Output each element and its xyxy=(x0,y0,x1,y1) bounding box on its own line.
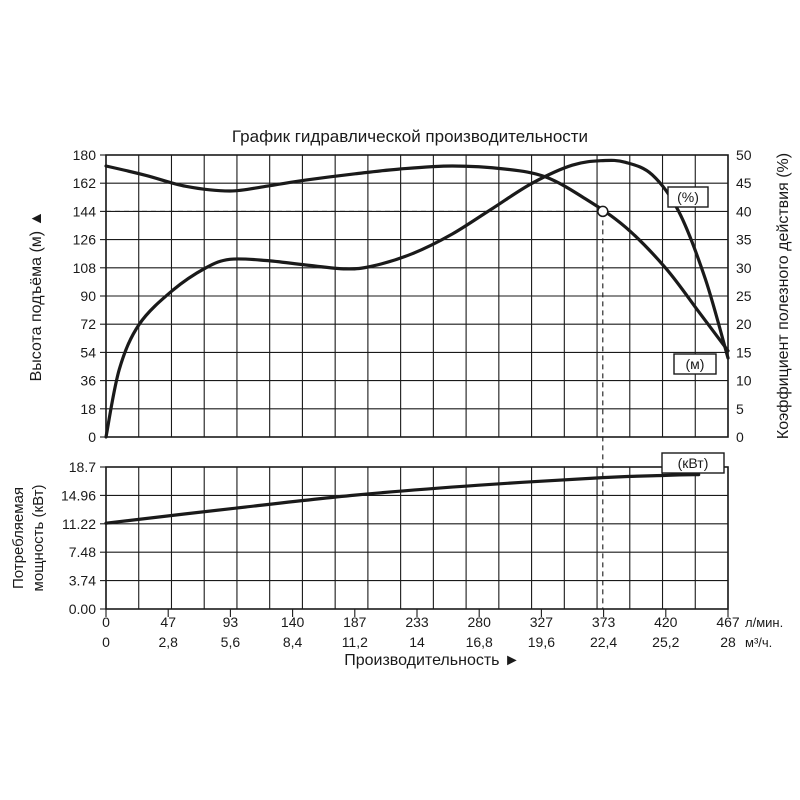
y-left-tick-label: 180 xyxy=(73,147,97,163)
efficiency-curve xyxy=(104,158,730,439)
y-lower-axis-label-line2: мощность (кВт) xyxy=(30,485,47,592)
y-right-axis-label: Коэффициент полезного действия (%) xyxy=(775,153,792,439)
y-right-tick-label: 45 xyxy=(736,175,752,191)
chart-title: График гидравлической производительности xyxy=(232,127,588,146)
y-lower-tick-label: 18.7 xyxy=(69,459,96,475)
y-right-tick-label: 20 xyxy=(736,316,752,332)
head-series-label: (м) xyxy=(686,356,705,372)
efficiency-series-label-box xyxy=(667,186,709,208)
y-left-tick-label: 0 xyxy=(88,429,96,445)
head-curve xyxy=(104,164,730,353)
x-tick-label-lmin: 47 xyxy=(160,614,176,630)
x-tick-label-m3h: 28 xyxy=(720,634,736,650)
axis-labels: (%) (м) (кВт) Высота подъёма (м) ▲ Коэффицие… xyxy=(10,153,792,669)
x-tick-label-lmin: 0 xyxy=(102,614,110,630)
x-tick-label-lmin: 187 xyxy=(343,614,367,630)
y-right-tick-label: 15 xyxy=(736,344,752,360)
y-lower-tick-label: 11.22 xyxy=(62,516,96,532)
x-tick-label-lmin: 467 xyxy=(716,614,740,630)
y-lower-tick-label: 0.00 xyxy=(69,601,96,617)
x-tick-label-m3h: 8,4 xyxy=(283,634,303,650)
y-right-tick-label: 40 xyxy=(736,203,752,219)
y-lower-tick-label: 14.96 xyxy=(61,487,96,503)
y-lower-tick-label: 7.48 xyxy=(69,544,96,560)
y-left-tick-label: 108 xyxy=(73,260,97,276)
y-right-tick-label: 50 xyxy=(736,147,752,163)
x-tick-label-m3h: 0 xyxy=(102,634,110,650)
y-right-tick-label: 25 xyxy=(736,288,752,304)
y-right-tick-label: 35 xyxy=(736,232,752,248)
y-left-tick-label: 54 xyxy=(80,344,96,360)
grid xyxy=(105,154,729,617)
y-left-tick-label: 126 xyxy=(73,232,97,248)
power-curve xyxy=(104,473,701,525)
x-tick-label-m3h: 5,6 xyxy=(221,634,241,650)
x-tick-label-m3h: 22,4 xyxy=(590,634,617,650)
data-curves xyxy=(104,158,730,609)
efficiency-series-label: (%) xyxy=(677,189,699,205)
y-lower-tick-label: 3.74 xyxy=(69,573,96,589)
x-tick-label-lmin: 373 xyxy=(592,614,616,630)
x-tick-label-lmin: 233 xyxy=(405,614,429,630)
y-left-tick-label: 162 xyxy=(73,175,97,191)
x-tick-label-lmin: 327 xyxy=(530,614,554,630)
power-series-label-box xyxy=(661,452,725,474)
power-series-label: (кВт) xyxy=(678,455,709,471)
x-unit-lmin: л/мин. xyxy=(745,615,783,630)
head-series-label-box xyxy=(673,353,717,375)
y-left-axis-label: Высота подъёма (м) ▲ xyxy=(28,211,45,382)
y-left-tick-label: 144 xyxy=(73,203,97,219)
y-left-tick-label: 90 xyxy=(80,288,96,304)
x-unit-m3h: м³/ч. xyxy=(745,635,772,650)
tick-labels: 0 18 36 54 72 90 108 126 144 162 180 0 5 10 15 20 25 30 35… xyxy=(61,147,783,650)
x-tick-label-m3h: 2,8 xyxy=(158,634,178,650)
x-tick-label-m3h: 19,6 xyxy=(528,634,555,650)
y-lower-axis-label-line1: Потребляемая xyxy=(10,487,27,589)
y-left-tick-label: 72 xyxy=(80,316,96,332)
x-tick-label-lmin: 140 xyxy=(281,614,305,630)
y-right-tick-label: 0 xyxy=(736,429,744,445)
y-right-tick-label: 10 xyxy=(736,373,752,389)
x-tick-label-m3h: 16,8 xyxy=(466,634,493,650)
y-left-tick-label: 36 xyxy=(80,373,96,389)
x-tick-label-m3h: 14 xyxy=(409,634,425,650)
y-right-tick-label: 30 xyxy=(736,260,752,276)
x-tick-label-lmin: 420 xyxy=(654,614,678,630)
x-tick-label-lmin: 93 xyxy=(223,614,239,630)
x-axis-label: Производительность ► xyxy=(344,652,520,669)
x-tick-label-lmin: 280 xyxy=(468,614,492,630)
x-tick-label-m3h: 25,2 xyxy=(652,634,679,650)
operating-point-marker xyxy=(597,205,609,218)
x-tick-label-m3h: 11,2 xyxy=(342,634,368,650)
y-left-tick-label: 18 xyxy=(80,401,96,417)
y-right-tick-label: 5 xyxy=(736,401,744,417)
